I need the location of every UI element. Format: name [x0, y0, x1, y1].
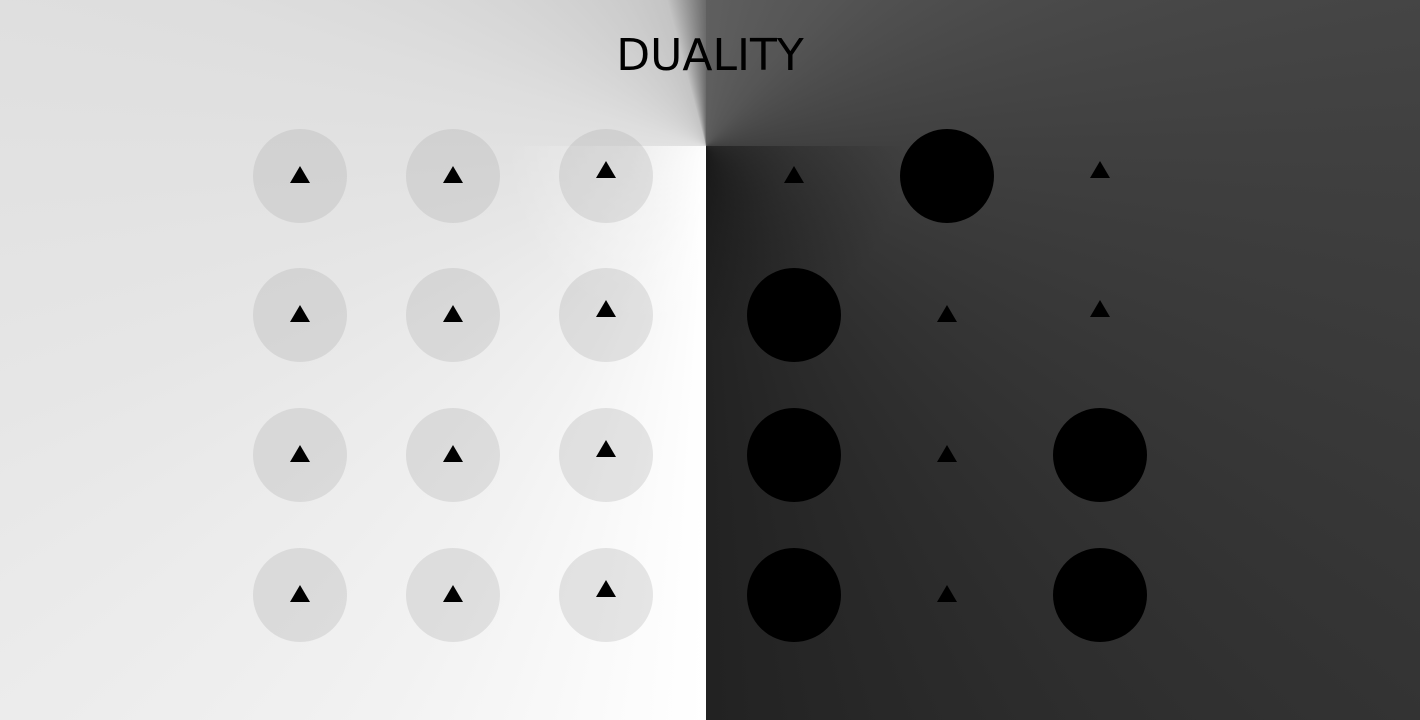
dark-cell-r3-c1[interactable]: [747, 408, 841, 502]
light-cell-r3-c3[interactable]: [559, 408, 653, 502]
light-cell-r1-c2[interactable]: [406, 129, 500, 223]
dark-cell-r3-c3[interactable]: [1053, 408, 1147, 502]
triangle-icon: [596, 580, 616, 597]
black-disc-icon: [1053, 408, 1147, 502]
triangle-icon: [784, 166, 804, 183]
triangle-icon: [937, 305, 957, 322]
light-cell-r3-c2[interactable]: [406, 408, 500, 502]
game-title: DUALITY: [616, 30, 804, 81]
triangle-icon: [596, 300, 616, 317]
dark-cell-r2-c2[interactable]: [900, 268, 994, 362]
dark-cell-r2-c3[interactable]: [1053, 268, 1147, 362]
triangle-icon: [1090, 161, 1110, 178]
dark-cell-r4-c3[interactable]: [1053, 548, 1147, 642]
black-disc-icon: [747, 548, 841, 642]
dark-cell-r1-c2[interactable]: [900, 129, 994, 223]
triangle-icon: [443, 305, 463, 322]
light-cell-r4-c2[interactable]: [406, 548, 500, 642]
triangle-icon: [937, 445, 957, 462]
dark-cell-r4-c2[interactable]: [900, 548, 994, 642]
light-cell-r1-c3[interactable]: [559, 129, 653, 223]
dark-cell-r1-c3[interactable]: [1053, 129, 1147, 223]
black-disc-icon: [1053, 548, 1147, 642]
black-disc-icon: [900, 129, 994, 223]
triangle-icon: [937, 585, 957, 602]
triangle-icon: [290, 166, 310, 183]
dark-cell-r3-c2[interactable]: [900, 408, 994, 502]
light-cell-r1-c1[interactable]: [253, 129, 347, 223]
light-cell-r2-c1[interactable]: [253, 268, 347, 362]
dark-cell-r4-c1[interactable]: [747, 548, 841, 642]
triangle-icon: [443, 445, 463, 462]
light-cell-r2-c2[interactable]: [406, 268, 500, 362]
triangle-icon: [290, 585, 310, 602]
triangle-icon: [443, 166, 463, 183]
triangle-icon: [290, 305, 310, 322]
triangle-icon: [1090, 300, 1110, 317]
light-cell-r4-c3[interactable]: [559, 548, 653, 642]
dark-cell-r1-c1[interactable]: [747, 129, 841, 223]
light-cell-r2-c3[interactable]: [559, 268, 653, 362]
black-disc-icon: [747, 408, 841, 502]
dark-cell-r2-c1[interactable]: [747, 268, 841, 362]
triangle-icon: [596, 161, 616, 178]
light-cell-r4-c1[interactable]: [253, 548, 347, 642]
triangle-icon: [290, 445, 310, 462]
light-cell-r3-c1[interactable]: [253, 408, 347, 502]
triangle-icon: [596, 440, 616, 457]
black-disc-icon: [747, 268, 841, 362]
triangle-icon: [443, 585, 463, 602]
